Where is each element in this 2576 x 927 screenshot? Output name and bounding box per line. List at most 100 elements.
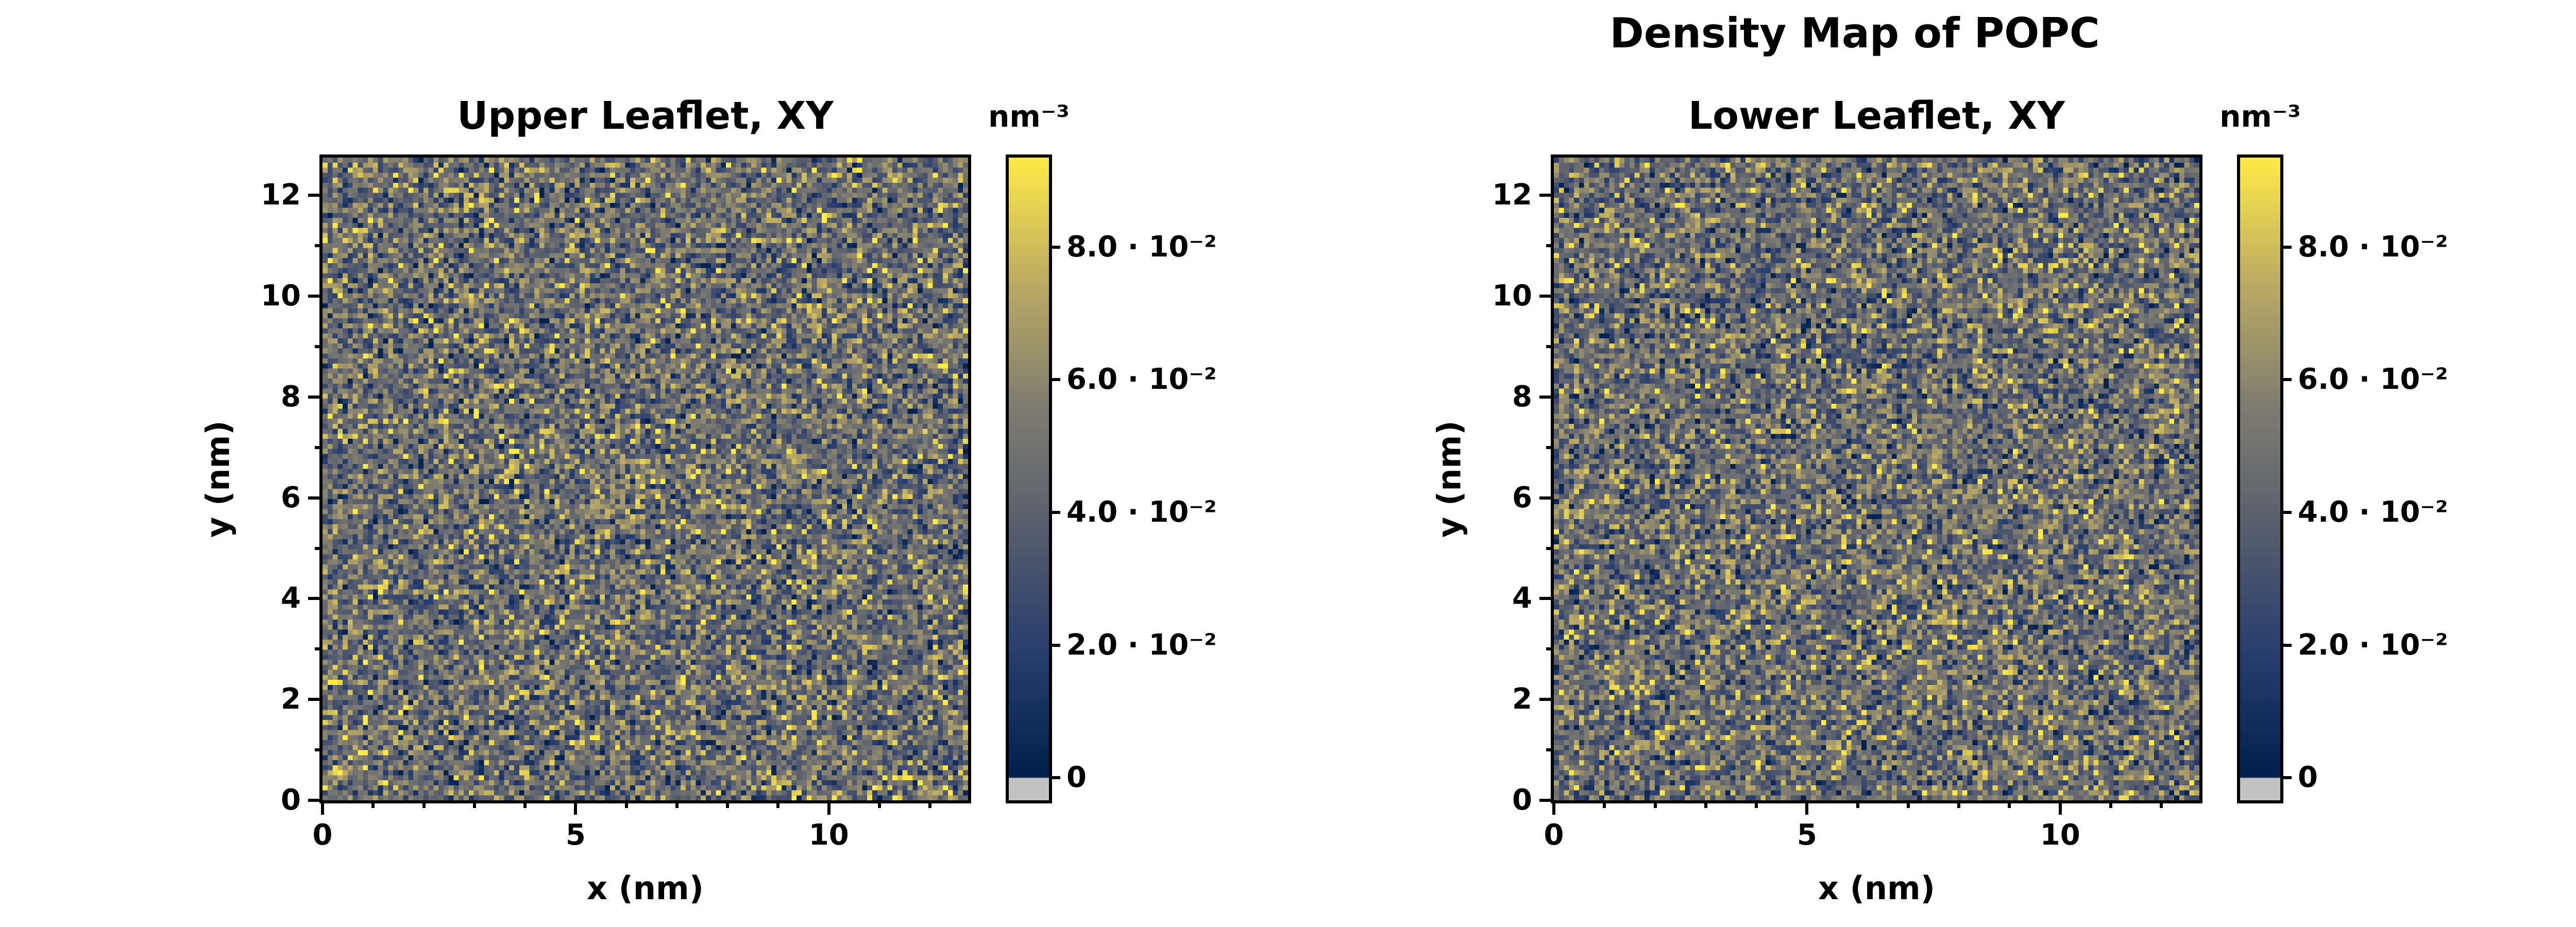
y-tick-mark — [308, 395, 323, 399]
upper-leaflet-colorbar-gradient — [1009, 158, 1049, 800]
x-minor-tick-mark — [422, 800, 426, 808]
y-minor-tick-mark — [315, 546, 323, 550]
y-tick-mark — [1539, 194, 1554, 197]
y-tick-label: 10 — [1492, 279, 1532, 313]
y-tick-label: 4 — [1512, 581, 1532, 615]
colorbar-tick-label: 6.0 · 10⁻² — [1066, 363, 1217, 397]
y-tick-label: 2 — [281, 682, 301, 716]
x-tick-label: 5 — [1797, 818, 1817, 852]
upper-leaflet-colorbar: 0 2.0 · 10⁻² 4.0 · 10⁻² 6.0 · 10⁻² 8.0 · 10⁻… — [1006, 154, 1216, 803]
colorbar-tick-label: 8.0 · 10⁻² — [2298, 230, 2448, 264]
y-minor-tick-mark — [315, 345, 323, 349]
y-tick-mark — [1539, 496, 1554, 500]
y-tick-mark — [1539, 295, 1554, 298]
x-minor-tick-mark — [1755, 800, 1758, 808]
colorbar-tick-label: 0 — [1066, 761, 1087, 795]
y-tick-label: 0 — [281, 783, 301, 817]
y-minor-tick-mark — [1546, 345, 1554, 349]
y-tick-mark — [308, 799, 323, 802]
colorbar-tick-label: 4.0 · 10⁻² — [2298, 495, 2448, 529]
colorbar-tick-mark — [1049, 511, 1060, 514]
y-tick-mark — [308, 295, 323, 298]
lower-leaflet-heatmap-canvas — [1554, 158, 2199, 800]
x-minor-tick-mark — [523, 800, 527, 808]
x-minor-tick-mark — [1906, 800, 1910, 808]
upper-leaflet-yaxis-label: y (nm) — [199, 420, 237, 538]
y-tick-mark — [1539, 395, 1554, 399]
x-minor-tick-mark — [472, 800, 476, 808]
y-tick-mark — [1539, 799, 1554, 802]
upper-leaflet-axes: 0 5 10 0 2 4 6 8 10 12 — [261, 154, 971, 850]
colorbar-tick-label: 2.0 · 10⁻² — [1066, 628, 1217, 662]
y-minor-tick-mark — [1546, 647, 1554, 651]
x-minor-tick-mark — [1704, 800, 1707, 808]
x-tick-label: 5 — [565, 818, 586, 852]
y-minor-tick-mark — [1546, 244, 1554, 248]
x-minor-tick-mark — [1653, 800, 1657, 808]
x-tick-mark — [574, 800, 578, 815]
lower-leaflet-colorbar: 0 2.0 · 10⁻² 4.0 · 10⁻² 6.0 · 10⁻² 8.0 · 10⁻… — [2237, 154, 2448, 803]
x-minor-tick-mark — [2109, 800, 2113, 808]
x-minor-tick-mark — [371, 800, 375, 808]
x-tick-mark — [1805, 800, 1809, 815]
lower-leaflet-colorbar-label: nm⁻³ — [2219, 99, 2301, 134]
x-minor-tick-mark — [878, 800, 882, 808]
x-tick-mark — [827, 800, 831, 815]
colorbar-tick-label: 0 — [2298, 761, 2318, 795]
lower-leaflet-xaxis-label: x (nm) — [1818, 869, 1935, 907]
colorbar-tick-mark — [2280, 245, 2292, 249]
x-tick-mark — [2058, 800, 2062, 815]
colorbar-tick-mark — [2280, 378, 2292, 382]
x-minor-tick-mark — [2160, 800, 2163, 808]
y-minor-tick-mark — [1546, 546, 1554, 550]
x-minor-tick-mark — [776, 800, 780, 808]
y-tick-label: 6 — [281, 480, 301, 514]
x-tick-mark — [1552, 800, 1555, 815]
colorbar-tick-mark — [1049, 245, 1060, 249]
x-tick-label: 0 — [1544, 818, 1564, 852]
y-tick-label: 12 — [261, 178, 301, 212]
x-minor-tick-mark — [1856, 800, 1859, 808]
lower-leaflet-yaxis-label: y (nm) — [1430, 420, 1468, 538]
figure-title: Density Map of POPC — [1609, 9, 2100, 57]
subplot-title-upper-leaflet: Upper Leaflet, XY — [457, 94, 834, 138]
y-tick-label: 2 — [1512, 682, 1532, 716]
y-tick-label: 6 — [1512, 480, 1532, 514]
y-minor-tick-mark — [1546, 445, 1554, 449]
x-minor-tick-mark — [1957, 800, 1961, 808]
y-tick-label: 4 — [281, 581, 301, 615]
upper-leaflet-colorbar-label: nm⁻³ — [988, 99, 1070, 134]
y-tick-mark — [1539, 597, 1554, 600]
x-minor-tick-mark — [624, 800, 628, 808]
y-tick-label: 8 — [1512, 380, 1532, 414]
y-tick-label: 10 — [261, 279, 301, 313]
y-minor-tick-mark — [1546, 748, 1554, 752]
y-tick-label: 8 — [281, 380, 301, 414]
x-tick-mark — [321, 800, 324, 815]
colorbar-tick-mark — [1049, 378, 1060, 382]
y-minor-tick-mark — [315, 244, 323, 248]
colorbar-tick-label: 6.0 · 10⁻² — [2298, 363, 2448, 397]
y-tick-label: 0 — [1512, 783, 1532, 817]
y-tick-mark — [1539, 698, 1554, 701]
colorbar-tick-mark — [1049, 776, 1060, 780]
y-minor-tick-mark — [315, 748, 323, 752]
colorbar-tick-label: 8.0 · 10⁻² — [1066, 230, 1217, 264]
x-minor-tick-mark — [1603, 800, 1606, 808]
y-tick-mark — [308, 496, 323, 500]
x-minor-tick-mark — [726, 800, 730, 808]
colorbar-tick-mark — [2280, 643, 2292, 647]
lower-leaflet-axes: 0 5 10 0 2 4 6 8 10 12 — [1492, 154, 2202, 850]
y-tick-mark — [308, 698, 323, 701]
y-tick-label: 12 — [1492, 178, 1532, 212]
colorbar-tick-mark — [2280, 511, 2292, 514]
x-minor-tick-mark — [928, 800, 932, 808]
lower-leaflet-colorbar-gradient — [2240, 158, 2280, 800]
colorbar-tick-mark — [1049, 643, 1060, 647]
y-tick-mark — [308, 194, 323, 197]
x-tick-label: 10 — [808, 818, 849, 852]
colorbar-tick-label: 2.0 · 10⁻² — [2298, 628, 2448, 662]
y-minor-tick-mark — [315, 445, 323, 449]
x-tick-label: 10 — [2040, 818, 2080, 852]
